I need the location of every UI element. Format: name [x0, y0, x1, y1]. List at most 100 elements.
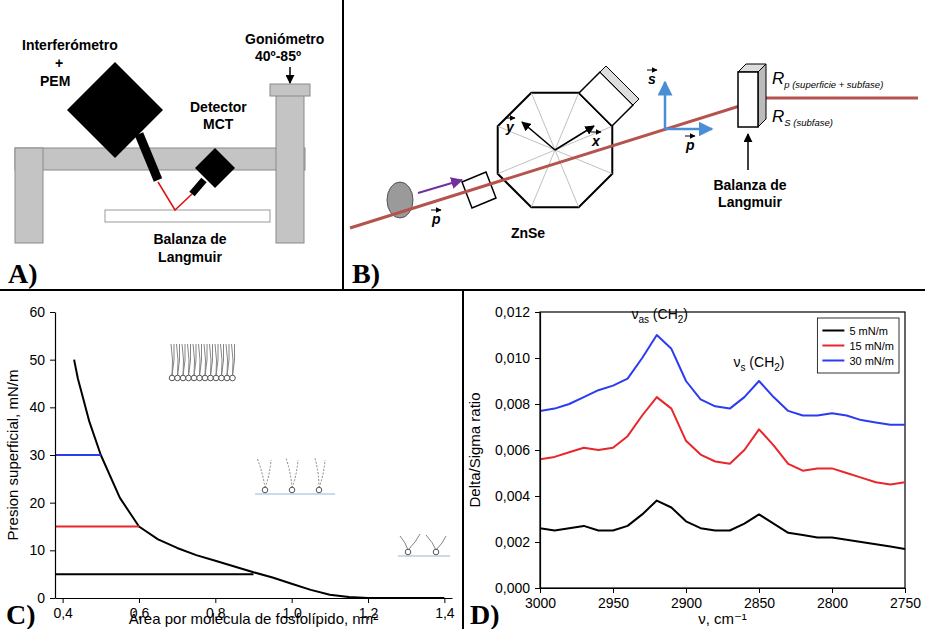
arrow: [289, 67, 291, 83]
tick: 0,012: [495, 304, 540, 320]
plot-frame: [540, 312, 905, 588]
lipid-head: [262, 487, 268, 493]
tick-mark: [368, 598, 369, 603]
tick-mark: [292, 598, 293, 603]
diagram-label: Interferómetro: [22, 37, 118, 53]
axis-line: [56, 598, 453, 599]
beam-subscript: p (superficie + subfase): [783, 79, 883, 90]
lipid-head: [191, 375, 197, 381]
lipid-tail: [200, 344, 202, 376]
tick: 2750: [890, 588, 921, 611]
series-line: [540, 501, 905, 549]
langmuir-trough: [105, 210, 270, 222]
goniometer-cap: [270, 84, 310, 96]
tick-label: 0: [37, 590, 45, 606]
tick-label: 30: [29, 447, 45, 463]
series-line: [55, 526, 139, 528]
detector-nozzle: [192, 180, 204, 194]
series-line: [55, 454, 101, 456]
lipid-tail: [177, 344, 179, 376]
panel-letter: A): [8, 258, 38, 289]
axis: 0,0000,0020,0040,0060,0080,0100,012: [495, 304, 541, 596]
lipid-tail: [172, 344, 174, 376]
interferometer-nozzle: [139, 134, 158, 180]
series-line: [74, 360, 444, 598]
vector-label: p: [685, 137, 695, 153]
beam-symbol: R: [772, 107, 784, 126]
lipid-tail: [315, 458, 319, 488]
arrow: [747, 134, 749, 170]
tick-mark: [535, 588, 540, 589]
beam-subscript: S (subfase): [784, 117, 833, 128]
legend-label: 15 mN/m: [849, 340, 894, 352]
diagram-label: 40º-85º: [255, 48, 301, 64]
tick-mark: [215, 598, 216, 603]
series-line: [55, 573, 254, 575]
arrow: [555, 126, 594, 150]
legend: 5 mN/m15 mN/m30 mN/m: [817, 318, 899, 373]
diagram-label: MCT: [203, 116, 234, 132]
annotation-part: (CH: [649, 306, 678, 322]
lipid-tail: [226, 344, 228, 376]
tick-mark: [686, 588, 687, 593]
lipid-tail: [205, 344, 207, 376]
trough-front: [738, 72, 758, 127]
lipid-head: [433, 549, 439, 555]
lipid-head: [213, 375, 219, 381]
series-line: [540, 335, 905, 425]
tick-mark: [535, 358, 540, 359]
goniometer-beam: [15, 148, 305, 170]
axis-title: ν, cm⁻¹: [698, 610, 747, 627]
lipid-icons: [169, 344, 450, 556]
lipid-tail: [400, 536, 408, 550]
beam-symbol: R: [772, 69, 784, 88]
interferometer: [67, 62, 163, 158]
tick: 0,010: [495, 350, 540, 366]
lipid-tail: [210, 344, 212, 376]
annotation: νs (CH2): [733, 354, 784, 373]
tick: 1,4: [435, 598, 455, 621]
panel-b: pyxspZnSeBalanza deLangmuirRp (superfici…: [350, 64, 918, 289]
tick-mark: [50, 550, 55, 551]
tick-label: 0,002: [495, 534, 530, 550]
tick-label: 20: [29, 495, 45, 511]
chart-0: 0,40,60,81,01,21,40102030405060Área por …: [4, 304, 455, 629]
tick: 50: [29, 352, 55, 368]
lipid-head: [224, 375, 230, 381]
tick-label: 1,4: [435, 605, 455, 621]
annotation-part: as: [638, 314, 649, 325]
tick-label: 0,4: [53, 605, 73, 621]
tick-label: 3000: [525, 595, 556, 611]
lipid-tail: [319, 460, 325, 488]
water-line: [255, 493, 335, 494]
diagram-label: +: [55, 55, 63, 71]
tick: 0,006: [495, 442, 540, 458]
lipid-tail: [183, 344, 185, 376]
tick-label: 0,006: [495, 442, 530, 458]
tick-mark: [613, 588, 614, 593]
tick-mark: [50, 360, 55, 361]
arrow: [418, 180, 462, 193]
lipid-tail: [257, 458, 265, 488]
diagram-label: Goniómetro: [245, 31, 324, 47]
tick-mark: [535, 404, 540, 405]
tick-label: 2900: [671, 595, 702, 611]
panel-letter: B): [352, 258, 380, 289]
crystal-facet: [498, 150, 555, 174]
figure: Interferómetro + PEM DetectorMCT Goniómetro4…: [0, 0, 925, 629]
vector-label: x: [591, 133, 601, 149]
lipid-tail: [265, 460, 271, 488]
vector-arrow: [591, 132, 601, 133]
lipid-head: [219, 375, 225, 381]
chart-1: 3000295029002850280027500,0000,0020,0040…: [466, 304, 921, 629]
lipid-tail: [194, 344, 196, 376]
tick-mark: [444, 598, 445, 603]
beam-label: RS (subfase): [772, 107, 833, 128]
diagram-label: Detector: [190, 99, 247, 115]
tick-mark: [535, 496, 540, 497]
diagram-label: PEM: [40, 73, 70, 89]
legend-swatch: [822, 360, 844, 362]
goniometer-pillar: [276, 92, 304, 243]
lipid-tail: [232, 344, 234, 376]
tick-mark: [535, 542, 540, 543]
